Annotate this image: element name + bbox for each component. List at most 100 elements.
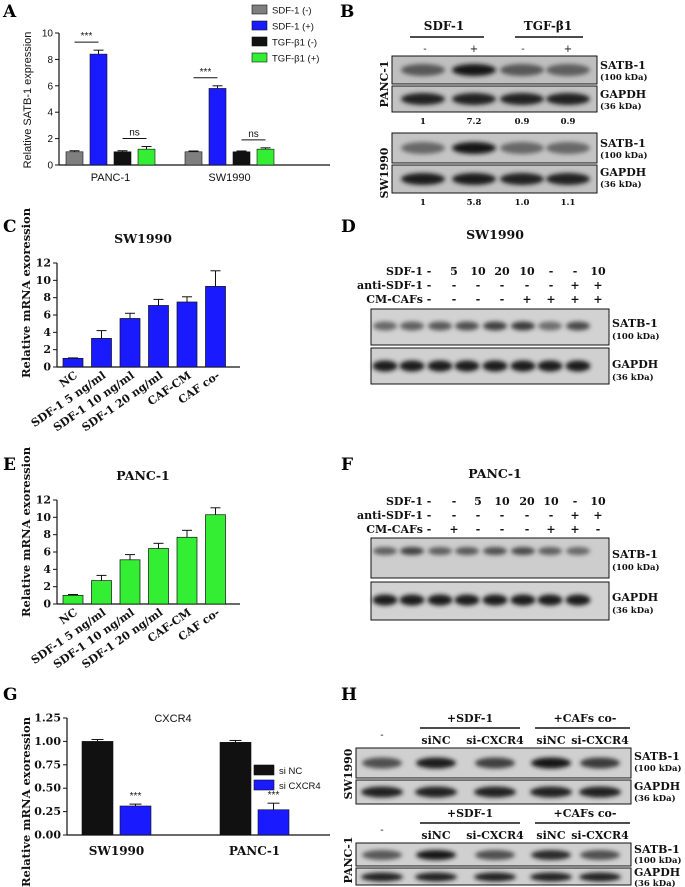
blot-f-row-label-2: anti-SDF-1	[357, 509, 423, 522]
blot-h-sicxcr4-1a: si-CXCR4	[466, 734, 524, 747]
blot-h-cell2: PANC-1	[342, 836, 355, 883]
chartC-bar-1	[91, 338, 112, 368]
blot-h-satb2-band-2	[475, 850, 515, 860]
chart-a-ytick-label-3: 6	[47, 81, 53, 92]
chart-g-bar-1-0	[219, 742, 252, 836]
blot-b-gapdh-label-2: GAPDH	[600, 166, 646, 179]
blot-h-satb2-band-1	[416, 850, 456, 860]
chartE-ytick-label-5: 10	[36, 511, 52, 524]
chart-a-bar-panc-1-1	[89, 53, 108, 166]
chartC-bar-3	[148, 305, 169, 368]
blot-b-satb2-band-1	[452, 142, 496, 154]
panel-label-f: F	[341, 455, 353, 475]
chartE-ytick-label-1: 2	[43, 580, 51, 593]
blot-h-sinc-2b: siNC	[536, 829, 565, 842]
blot-d-sign-2-7: +	[593, 293, 602, 306]
blot-f-sign-0-3: 10	[494, 495, 510, 508]
chart-a-bar-sw1990-3	[256, 148, 275, 166]
blot-h-sinc-1b: siNC	[536, 734, 565, 747]
blot-f-sign-2-4: -	[525, 523, 530, 536]
blot-b-satb1-band-0	[401, 64, 445, 76]
blot-b-sign-1: -	[423, 44, 426, 55]
panel-label-e: E	[3, 455, 16, 475]
blot-f-title: PANC-1	[468, 466, 521, 481]
chartE-bar-4	[176, 536, 198, 605]
chart-g-sig-label-1: ***	[268, 790, 280, 801]
chart-g-legend-label-0: si NC	[279, 766, 302, 777]
chartC-ytick-label-6: 12	[36, 257, 51, 270]
chartE-bar-0	[62, 594, 84, 605]
blot-d-satb-band-5	[511, 321, 535, 331]
blot-f-satb-band-5	[511, 547, 535, 555]
blot-f-sign-0-1: -	[452, 495, 457, 508]
blot-f-gapdh-kda: (36 kDa)	[612, 605, 654, 616]
chart-a-legend-label-1: SDF-1 (+)	[272, 22, 314, 33]
blot-d-satb-band-7	[566, 321, 590, 331]
blot-h-gapdh-kda-1: (36 kDa)	[634, 793, 676, 804]
blot-d-sign-2-4: +	[522, 293, 531, 306]
blot-b-quant2-3: 1.0	[515, 198, 530, 208]
blot-b-satb2-band-0	[401, 142, 445, 154]
blot-d-row-label-2: anti-SDF-1	[357, 279, 423, 292]
blot-h-group2-2: +CAFs co-	[554, 807, 617, 820]
blot-f-sign-1-7: +	[593, 509, 602, 522]
blot-b-quant1-1: 1	[420, 117, 426, 127]
blot-d-sign-1-6: +	[570, 279, 579, 292]
blot-f-sign-2-1: +	[449, 523, 458, 536]
blot-d-sign-0-5: -	[549, 265, 554, 278]
chartC-bar-2	[119, 318, 141, 368]
blot-f-satb-band-2	[428, 547, 452, 555]
chart-g-xtick-label-1: PANC-1	[229, 844, 280, 858]
chartE-bar-2	[119, 559, 141, 605]
chart-g-ylabel: Relative mRNA exoression	[19, 716, 33, 887]
blot-d-gapdh-band-4	[482, 360, 508, 372]
chart-a: 0 2 4 6 8 10 PANC-1 SW1990 *** ns *** ns SDF-1 (-) SD…	[42, 4, 330, 184]
blot-h-satb1-band-3	[531, 757, 571, 769]
blot-f-sign-2-0: -	[427, 523, 432, 536]
chart-g-ytick-label-3: 0.75	[34, 758, 61, 771]
blot-b-satb1-band-3	[546, 64, 590, 76]
blot-b-satb-kda-1: (100 kDa)	[600, 72, 648, 83]
chart-a-bar-panc-1-0	[65, 151, 84, 166]
chartC-ytick-label-0: 0	[43, 361, 51, 374]
blot-b-group2: TGF-β1	[524, 19, 572, 33]
blot-d-gapdh-band-5	[510, 360, 536, 372]
chart-g-legend-swatch-0	[253, 764, 275, 776]
chart-a-bar-sw1990-2	[232, 151, 251, 166]
blot-b-quant1-4: 0.9	[561, 117, 576, 127]
blot-h-satb2-band-3	[531, 850, 571, 860]
chart-a-sig-label-3: ns	[248, 129, 259, 140]
chart-e-ylabel: Relative mRNA exoression	[19, 446, 33, 617]
blot-d-row-label-1: SDF-1	[386, 265, 423, 278]
chartE-bar-5	[205, 514, 226, 605]
blot-h-gapdh2-band-4	[579, 872, 621, 882]
blot-h-satb1-band-0	[362, 757, 402, 769]
chart-c-title: SW1990	[114, 231, 172, 246]
blot-d-gapdh-band-6	[537, 360, 563, 372]
chartE-ytick-label-6: 12	[36, 494, 51, 507]
blot-f-sign-0-6: -	[573, 495, 578, 508]
blot-f-sign-2-5: +	[546, 523, 555, 536]
blot-h-satb1-band-4	[580, 757, 620, 769]
blot-h-satb1-band-2	[475, 757, 515, 769]
blot-b-gapdh2-band-2	[500, 173, 544, 185]
blot-d-sign-1-4: -	[525, 279, 530, 292]
blot-b-gapdh1-band-3	[546, 93, 590, 105]
blot-f-gapdh-band-7	[565, 594, 591, 606]
blot-d-sign-0-6: -	[573, 265, 578, 278]
chart-g-ytick-label-2: 0.50	[34, 782, 61, 795]
blot-d-gapdh-band-2	[427, 360, 453, 372]
chartC-bar-0	[62, 357, 84, 368]
blot-d-satb-band-3	[455, 321, 479, 331]
chart-a-ytick-label-5: 10	[42, 29, 54, 40]
blot-f-sign-1-6: +	[570, 509, 579, 522]
chart-g-ytick-label-0: 0.00	[34, 829, 61, 842]
chart-a-sig-label-1: ns	[129, 128, 140, 139]
chart-a-ytick-label-2: 4	[47, 108, 53, 119]
blot-f-gapdh-band-4	[482, 594, 508, 606]
blot-d-title: SW1990	[466, 227, 524, 242]
blot-d-sign-2-0: -	[427, 293, 432, 306]
chart-a-legend-swatch-1	[251, 20, 268, 31]
